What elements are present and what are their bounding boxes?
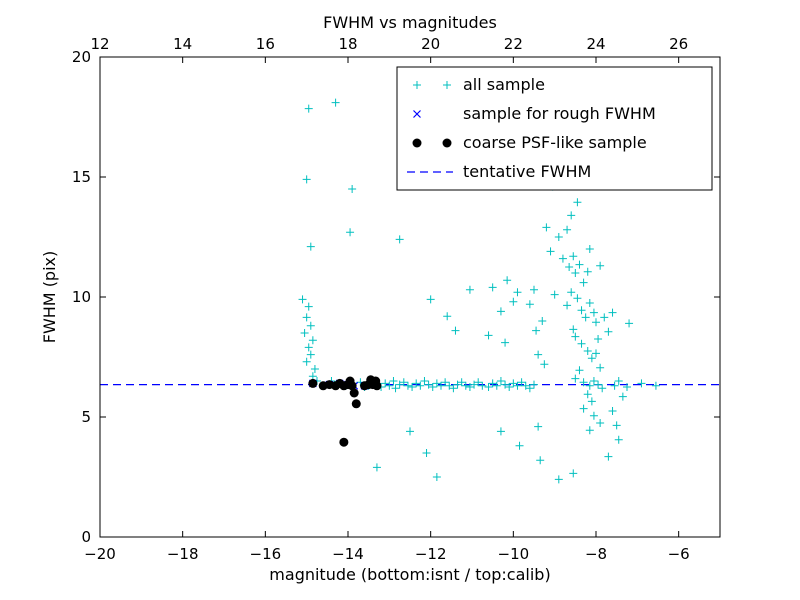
legend-box	[396, 66, 713, 191]
svg-text:20: 20	[72, 48, 91, 66]
svg-text:26: 26	[669, 35, 688, 53]
svg-text:10: 10	[72, 288, 91, 306]
plot-generated-content: −20 −18 −16 −14 −12 −10 −8 −6 12 14 16 18 20 22 24 26 0 5…	[72, 35, 721, 563]
svg-text:24: 24	[586, 35, 605, 53]
svg-text:−12: −12	[415, 545, 447, 563]
y-axis-label: FWHM (pix)	[40, 251, 59, 344]
svg-text:12: 12	[90, 35, 109, 53]
svg-text:−16: −16	[250, 545, 282, 563]
svg-text:14: 14	[173, 35, 192, 53]
chart-title: FWHM vs magnitudes	[323, 13, 497, 32]
svg-text:16: 16	[256, 35, 275, 53]
svg-text:−8: −8	[585, 545, 607, 563]
y-axis-ticks: 0 5 10 15 20	[72, 48, 720, 546]
bottom-axis-ticks: −20 −18 −16 −14 −12 −10 −8 −6	[84, 531, 690, 563]
legend-label: tentative FWHM	[463, 162, 591, 181]
svg-text:−10: −10	[498, 545, 530, 563]
svg-text:0: 0	[81, 528, 91, 546]
svg-text:−18: −18	[167, 545, 199, 563]
svg-text:18: 18	[338, 35, 357, 53]
svg-text:−14: −14	[332, 545, 364, 563]
x-axis-label: magnitude (bottom:isnt / top:calib)	[269, 565, 550, 584]
legend-label: sample for rough FWHM	[463, 104, 656, 123]
legend-label: coarse PSF-like sample	[463, 133, 647, 152]
series-plus-markers	[298, 98, 660, 484]
svg-text:−20: −20	[84, 545, 116, 563]
svg-text:5: 5	[81, 408, 91, 426]
svg-text:22: 22	[504, 35, 523, 53]
svg-text:−6: −6	[668, 545, 690, 563]
svg-text:20: 20	[421, 35, 440, 53]
legend: all sample sample for rough FWHM coarse PS…	[396, 66, 713, 191]
legend-label: all sample	[463, 75, 545, 94]
series-circle-markers	[308, 375, 382, 447]
svg-text:15: 15	[72, 168, 91, 186]
top-axis-ticks: 12 14 16 18 20 22 24 26	[90, 35, 688, 63]
